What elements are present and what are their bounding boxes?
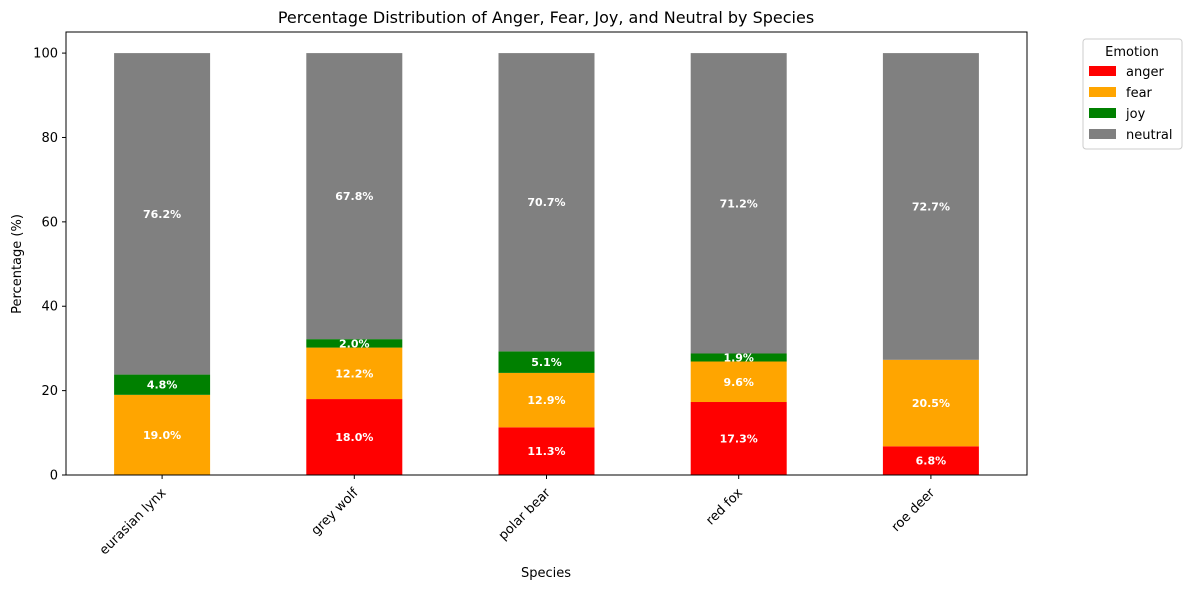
bar-segment-anger bbox=[690, 402, 787, 475]
bar-segment-anger bbox=[306, 399, 403, 475]
bar-label-fear: 12.9% bbox=[527, 394, 565, 407]
bar-segment-neutral bbox=[882, 53, 979, 360]
legend-label-joy: joy bbox=[1125, 107, 1146, 122]
bar-segment-neutral bbox=[114, 53, 211, 375]
bar-segment-joy bbox=[114, 374, 211, 395]
bar-segment-anger bbox=[882, 446, 979, 475]
plot-area: 19.0% 4.8% 76.2% eurasian lynx 18.0% 12.2% 2.0… bbox=[33, 31, 1028, 558]
bar-label-neutral: 70.7% bbox=[527, 196, 565, 209]
y-tick-label: 80 bbox=[41, 131, 58, 146]
bar-segment-neutral bbox=[498, 53, 595, 352]
plot-frame bbox=[65, 31, 1028, 476]
bar-label-joy: 5.1% bbox=[531, 356, 562, 369]
legend-label-fear: fear bbox=[1126, 86, 1153, 101]
y-tick-label: 100 bbox=[33, 47, 58, 62]
bar-segment-neutral bbox=[690, 53, 787, 354]
bar-segment-anger bbox=[498, 427, 595, 475]
legend-label-anger: anger bbox=[1126, 65, 1164, 80]
bar-label-neutral: 72.7% bbox=[912, 200, 950, 213]
bar-segment-joy bbox=[306, 339, 403, 348]
bar-label-anger: 6.8% bbox=[916, 455, 947, 468]
legend-swatch-neutral bbox=[1089, 129, 1116, 139]
x-tick-label: grey wolf bbox=[309, 485, 362, 538]
bar-label-joy: 4.8% bbox=[147, 379, 178, 392]
bar-label-neutral: 76.2% bbox=[143, 208, 181, 221]
bar-label-fear: 19.0% bbox=[143, 429, 181, 442]
bar-label-neutral: 67.8% bbox=[335, 190, 373, 203]
bar-segment-fear bbox=[498, 372, 595, 428]
y-axis-title: Percentage (%) bbox=[10, 214, 25, 314]
y-tick-label: 40 bbox=[41, 300, 58, 315]
y-tick-label: 0 bbox=[50, 469, 58, 484]
legend: Emotion anger fear joy neutral bbox=[1082, 38, 1183, 150]
bar-segment-fear bbox=[114, 394, 211, 475]
legend-swatch-fear bbox=[1089, 87, 1116, 97]
bar-segment-joy bbox=[498, 351, 595, 373]
bar-label-anger: 18.0% bbox=[335, 431, 373, 444]
x-tick-label: red fox bbox=[703, 485, 746, 528]
bar-segment-fear bbox=[882, 359, 979, 447]
chart-title: Percentage Distribution of Anger, Fear, … bbox=[278, 8, 814, 27]
bar-label-neutral: 71.2% bbox=[720, 197, 758, 210]
x-tick-label: polar bear bbox=[496, 485, 554, 543]
bar-label-fear: 12.2% bbox=[335, 367, 373, 380]
y-tick-label: 60 bbox=[41, 215, 58, 230]
bar-segment-neutral bbox=[306, 53, 403, 340]
x-axis-title: Species bbox=[521, 566, 571, 581]
bar-label-fear: 20.5% bbox=[912, 397, 950, 410]
y-tick-label: 20 bbox=[41, 384, 58, 399]
x-tick-label: eurasian lynx bbox=[97, 485, 170, 558]
legend-title: Emotion bbox=[1105, 45, 1159, 60]
bar-label-joy: 2.0% bbox=[339, 337, 370, 350]
legend-swatch-joy bbox=[1089, 108, 1116, 118]
x-tick-label: roe deer bbox=[889, 485, 939, 535]
bar-segment-fear bbox=[306, 347, 403, 400]
bar-label-joy: 1.9% bbox=[723, 351, 754, 364]
bar-label-fear: 9.6% bbox=[723, 376, 754, 389]
legend-label-neutral: neutral bbox=[1126, 128, 1173, 143]
legend-swatch-anger bbox=[1089, 66, 1116, 76]
bar-label-anger: 17.3% bbox=[720, 433, 758, 446]
bar-segment-fear bbox=[690, 361, 787, 403]
bar-label-anger: 11.3% bbox=[527, 445, 565, 458]
bar-segment-joy bbox=[690, 353, 787, 362]
